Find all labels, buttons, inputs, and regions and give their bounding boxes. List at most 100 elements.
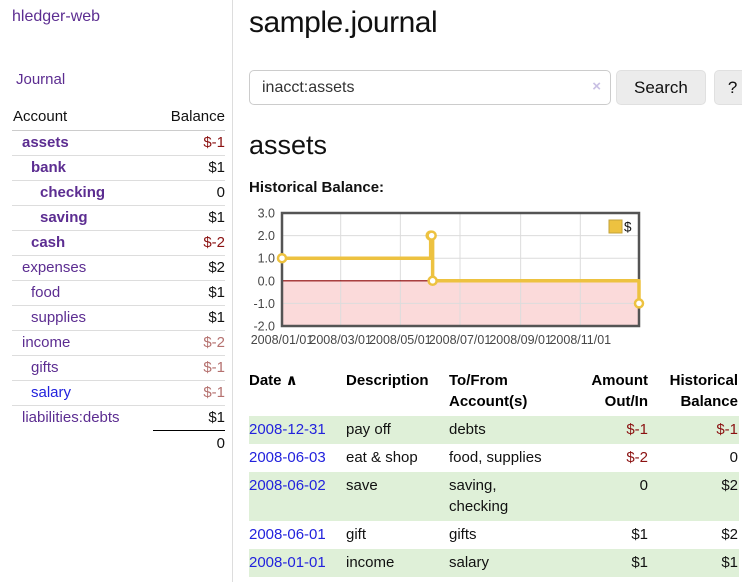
x-axis-tick-label: 2008/07/01 xyxy=(429,333,492,347)
account-link-supplies[interactable]: supplies xyxy=(31,309,87,326)
register-table: Date ∧ Description To/From Account(s) Amoun… xyxy=(249,368,739,577)
help-button[interactable]: ? xyxy=(713,70,742,105)
historical-balance-chart[interactable]: 3.0 2.0 1.0 0.0 -1.0 -2.0 2008/01/01 2008/03/01… xyxy=(249,205,741,347)
register-column-header-1[interactable]: Date ∧ xyxy=(249,372,298,389)
clear-search-icon[interactable]: × xyxy=(592,78,601,95)
accounts-cell: gifts xyxy=(449,526,477,543)
transaction-row: 2008-06-01 gift gifts $1 $2 xyxy=(249,521,739,549)
date-cell: 2008-06-03 xyxy=(249,444,346,472)
account-name-cell: supplies xyxy=(12,305,153,331)
date-cell: 2008-12-31 xyxy=(249,416,346,444)
account-balance: $1 xyxy=(152,305,225,331)
y-axis-tick-label: 0.0 xyxy=(258,274,275,288)
plot-border xyxy=(280,211,641,328)
sidebar: hledger-web Journal Account Balance asse… xyxy=(0,0,233,582)
account-link-income[interactable]: income xyxy=(22,334,71,351)
account-row: bank $1 xyxy=(12,155,225,181)
y-axis-tick-label: 1.0 xyxy=(258,252,275,266)
account-row: assets $-1 xyxy=(12,130,225,156)
account-link-salary[interactable]: salary xyxy=(31,384,72,401)
chart-svg: 3.0 2.0 1.0 0.0 -1.0 -2.02008/01/012008/03/01… xyxy=(251,207,645,347)
transaction-date-link[interactable]: 2008-12-31 xyxy=(249,421,326,438)
account-name-cell: expenses xyxy=(12,255,153,281)
transaction-date-link[interactable]: 2008-06-01 xyxy=(249,526,326,543)
page-title: sample.journal xyxy=(249,6,438,39)
transaction-date-link[interactable]: 2008-06-02 xyxy=(249,477,326,494)
search-form: × Search ? xyxy=(249,70,742,105)
balance-cell: $-1 xyxy=(716,421,738,438)
account-row: saving $1 xyxy=(12,205,225,231)
legend-swatch xyxy=(608,219,623,234)
account-name-cell: cash xyxy=(12,230,153,256)
search-input[interactable] xyxy=(249,70,611,105)
y-axis-tick-label: 3.0 xyxy=(258,207,275,221)
data-point-marker xyxy=(427,275,438,287)
account-link-bank[interactable]: bank xyxy=(31,159,67,176)
x-axis-tick-label: 2008/09/01 xyxy=(489,333,552,347)
account-name-cell: food xyxy=(12,280,153,306)
chart-title: Historical Balance: xyxy=(249,179,385,196)
account-balance: $1 xyxy=(152,280,225,306)
x-axis-tick-label: 2008/01/01 xyxy=(251,333,314,347)
account-row: supplies $1 xyxy=(12,305,225,331)
transaction-date-link[interactable]: 2008-06-03 xyxy=(249,449,326,466)
account-balance: $1 xyxy=(152,205,225,231)
account-name-cell: gifts xyxy=(12,355,153,381)
y-axis-tick-label: -1.0 xyxy=(253,297,275,311)
amount-cell: 0 xyxy=(639,477,648,494)
account-name-cell: salary xyxy=(12,380,153,406)
account-link-assets[interactable]: assets xyxy=(22,134,69,151)
account-link-cash[interactable]: cash xyxy=(31,234,66,251)
app-title-link[interactable]: hledger-web xyxy=(12,8,101,25)
account-link-expenses[interactable]: expenses xyxy=(22,259,87,276)
accounts-cell: debts xyxy=(449,421,486,438)
balance-cell: 0 xyxy=(729,449,738,466)
accounts-total-value: 0 xyxy=(152,430,225,456)
account-balance: $-2 xyxy=(152,330,225,356)
sort-ascending-icon[interactable]: ∧ xyxy=(281,372,298,389)
account-link-checking[interactable]: checking xyxy=(40,184,106,201)
register-rows: 2008-12-31 pay off debts $-1 $-1 2008-06-03 ea… xyxy=(249,416,739,577)
date-cell: 2008-01-01 xyxy=(249,549,346,577)
x-axis-tick-label: 2008/11/01 xyxy=(549,333,611,347)
balance-cell: $2 xyxy=(721,526,738,543)
balance-cell: $2 xyxy=(721,477,738,494)
register-header-row: Date ∧ Description To/From Account(s) Amoun… xyxy=(249,368,739,416)
accounts-table: Account Balance assets $-1 bank $1 checking 0… xyxy=(12,104,225,456)
description-cell: save xyxy=(346,477,378,494)
sidebar-item-journal[interactable]: Journal xyxy=(16,71,66,88)
account-link-food[interactable]: food xyxy=(31,284,61,301)
amount-cell: $1 xyxy=(631,526,648,543)
accounts-total-row: 0 xyxy=(12,430,225,456)
balance-column-header: Balance xyxy=(152,104,225,131)
amount-cell: $1 xyxy=(631,554,648,571)
account-name-cell: checking xyxy=(12,180,153,206)
account-balance: 0 xyxy=(152,180,225,206)
account-name-cell: bank xyxy=(12,155,153,181)
search-button[interactable]: Search xyxy=(616,70,706,105)
account-row: cash $-2 xyxy=(12,230,225,256)
description-cell: gift xyxy=(346,526,367,543)
account-row: expenses $2 xyxy=(12,255,225,281)
balance-cell: $1 xyxy=(721,554,738,571)
account-rows: assets $-1 bank $1 checking 0 saving $1 cash $-2 e… xyxy=(12,130,225,456)
legend-label: $ xyxy=(624,220,632,235)
y-axis-tick-label: 2.0 xyxy=(258,229,275,243)
amount-cell: $-2 xyxy=(626,449,648,466)
account-link-liabilities-debts[interactable]: liabilities:debts xyxy=(22,409,120,427)
transaction-date-link[interactable]: 2008-01-01 xyxy=(249,554,326,571)
account-name-cell: liabilities:debts xyxy=(12,406,153,431)
account-link-saving[interactable]: saving xyxy=(40,209,88,226)
transaction-row: 2008-12-31 pay off debts $-1 $-1 xyxy=(249,416,739,444)
x-axis-tick-label: 2008/05/01 xyxy=(369,333,432,347)
accounts-header-row: Account Balance xyxy=(12,104,225,131)
description-cell: eat & shop xyxy=(346,449,418,466)
account-name-cell: saving xyxy=(12,205,153,231)
account-link-gifts[interactable]: gifts xyxy=(31,359,59,376)
register-column-header-2: Description xyxy=(346,372,429,389)
account-balance: $-1 xyxy=(152,380,225,406)
y-axis-tick-label: -2.0 xyxy=(253,320,275,334)
data-point-marker xyxy=(633,298,645,309)
data-point-marker xyxy=(426,230,437,241)
